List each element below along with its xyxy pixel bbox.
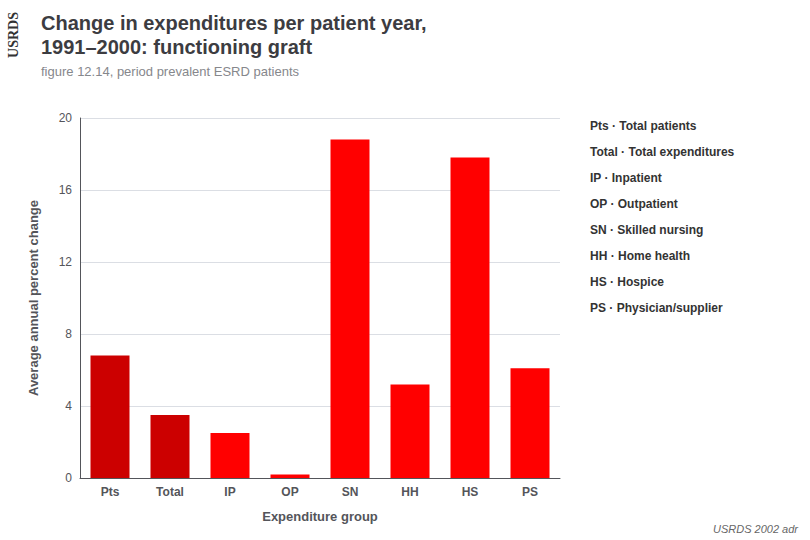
svg-text:HH · Home health: HH · Home health bbox=[590, 249, 690, 263]
svg-text:IP · Inpatient: IP · Inpatient bbox=[590, 171, 662, 185]
svg-text:SN · Skilled nursing: SN · Skilled nursing bbox=[590, 223, 703, 237]
svg-text:20: 20 bbox=[59, 111, 73, 125]
svg-text:HS: HS bbox=[462, 485, 479, 499]
svg-text:USRDS: USRDS bbox=[6, 12, 21, 58]
svg-text:Total: Total bbox=[156, 485, 184, 499]
svg-text:USRDS 2002 adr: USRDS 2002 adr bbox=[713, 523, 799, 535]
svg-text:SN: SN bbox=[342, 485, 359, 499]
svg-text:Expenditure group: Expenditure group bbox=[262, 509, 378, 524]
svg-text:PS: PS bbox=[522, 485, 538, 499]
svg-text:figure 12.14, period prevalent: figure 12.14, period prevalent ESRD pati… bbox=[41, 64, 299, 79]
svg-text:4: 4 bbox=[65, 399, 72, 413]
svg-text:Change in expenditures per pat: Change in expenditures per patient year, bbox=[41, 12, 427, 34]
svg-text:Average annual percent change: Average annual percent change bbox=[26, 200, 41, 396]
svg-text:12: 12 bbox=[59, 255, 73, 269]
svg-text:8: 8 bbox=[65, 327, 72, 341]
svg-text:Pts · Total patients: Pts · Total patients bbox=[590, 119, 697, 133]
svg-text:IP: IP bbox=[224, 485, 235, 499]
svg-text:1991–2000: functioning graft: 1991–2000: functioning graft bbox=[41, 36, 313, 58]
svg-text:OP: OP bbox=[281, 485, 298, 499]
svg-text:Total · Total expenditures: Total · Total expenditures bbox=[590, 145, 735, 159]
svg-text:HS · Hospice: HS · Hospice bbox=[590, 275, 664, 289]
svg-text:HH: HH bbox=[401, 485, 418, 499]
svg-text:Pts: Pts bbox=[101, 485, 120, 499]
svg-text:OP · Outpatient: OP · Outpatient bbox=[590, 197, 678, 211]
svg-text:0: 0 bbox=[65, 471, 72, 485]
svg-text:PS · Physician/supplier: PS · Physician/supplier bbox=[590, 301, 723, 315]
svg-text:16: 16 bbox=[59, 183, 73, 197]
